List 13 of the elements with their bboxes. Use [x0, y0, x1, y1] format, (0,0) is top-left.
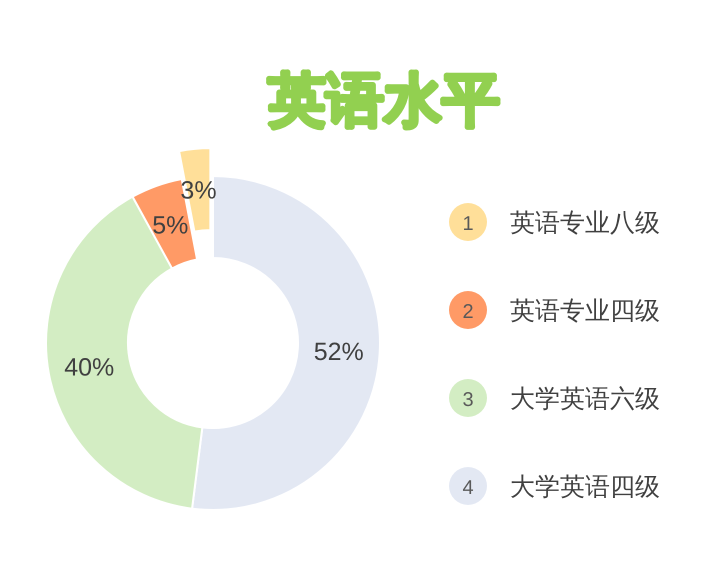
text: 3 [462, 389, 474, 411]
chart-title: 英语水平 [267, 68, 500, 133]
legend-label: 英语专业八级 [510, 209, 660, 237]
legend-label: 大学英语四级 [510, 473, 660, 501]
data-label: 52% [314, 338, 364, 366]
legend-label: 英语专业四级 [510, 297, 660, 325]
legend-label: 大学英语六级 [510, 385, 660, 413]
data-label: 40% [64, 354, 114, 382]
text: 1 [462, 213, 474, 235]
data-label: 5% [152, 211, 188, 240]
data-label: 3% [180, 176, 217, 205]
text: 2 [462, 301, 474, 323]
text: 4 [462, 477, 474, 499]
